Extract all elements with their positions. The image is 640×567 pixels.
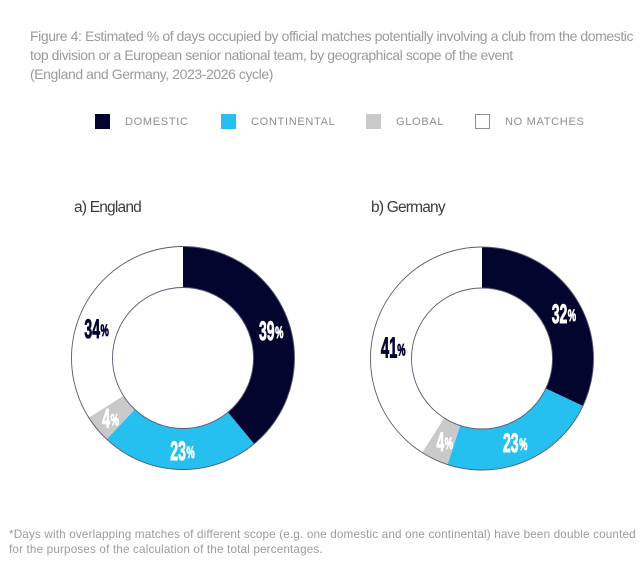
svg-text:23: 23 bbox=[170, 436, 186, 466]
svg-text:4: 4 bbox=[102, 404, 110, 434]
svg-text:%: % bbox=[519, 435, 527, 454]
svg-text:32: 32 bbox=[552, 299, 568, 329]
svg-text:%: % bbox=[101, 321, 109, 340]
svg-text:4: 4 bbox=[437, 427, 445, 457]
svg-text:%: % bbox=[111, 411, 119, 430]
svg-text:41: 41 bbox=[381, 331, 397, 364]
svg-text:%: % bbox=[445, 434, 453, 453]
svg-text:%: % bbox=[275, 323, 283, 342]
svg-text:39: 39 bbox=[259, 316, 275, 346]
svg-text:%: % bbox=[186, 443, 194, 462]
svg-text:34: 34 bbox=[84, 314, 100, 344]
svg-text:%: % bbox=[568, 306, 576, 325]
svg-text:%: % bbox=[397, 341, 405, 360]
svg-text:23: 23 bbox=[503, 428, 519, 458]
